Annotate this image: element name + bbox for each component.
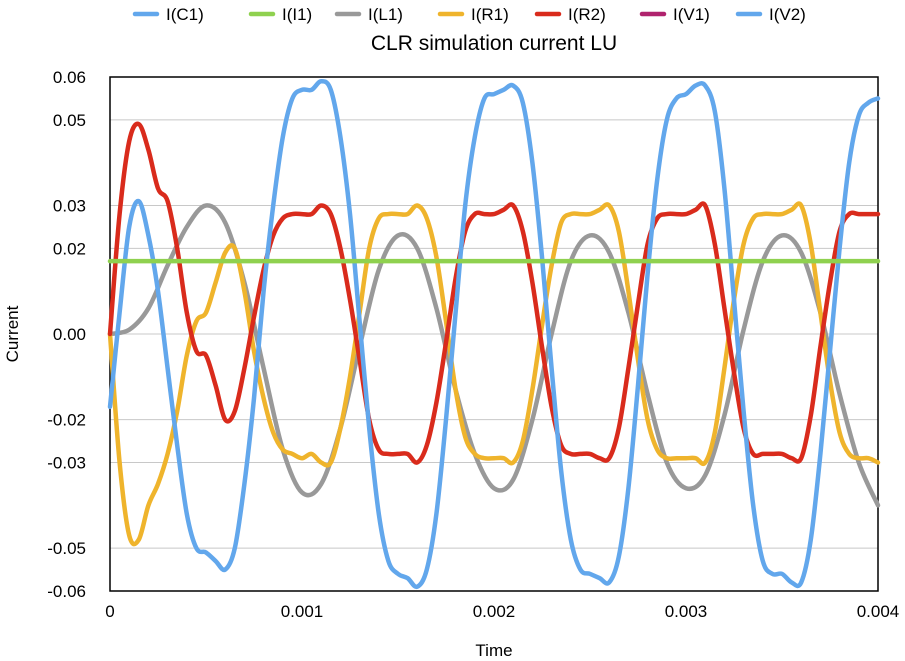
x-tick-label: 0.001 [281,602,324,621]
legend-label-i-v1: I(V1) [673,5,710,24]
series-lines [107,79,881,590]
x-tick-label: 0.002 [473,602,516,621]
series-line-i-c1 [107,79,881,590]
legend-label-i-v2: I(V2) [769,5,806,24]
x-axis-title: Time [475,641,512,660]
legend-label-i-c1: I(C1) [166,5,204,24]
legend-label-i-r1: I(R1) [471,5,509,24]
y-tick-label: 0.02 [53,239,86,258]
y-tick-label: 0.05 [53,111,86,130]
y-tick-label: -0.03 [47,454,86,473]
y-axis-title: Current [3,305,22,362]
y-tick-label: 0.06 [53,68,86,87]
y-tick-label: -0.06 [47,582,86,601]
chart-title: CLR simulation current LU [371,32,617,55]
grid-lines [110,76,878,592]
x-tick-label: 0.003 [665,602,708,621]
x-tick-label: 0 [105,602,114,621]
y-tick-label: -0.02 [47,411,86,430]
y-tick-labels: 0.06 0.05 0.03 0.02 0.00 -0.02 -0.03 -0.05 -0.06 [47,68,86,601]
series-line-i-r1 [107,201,881,547]
legend: I(C1) I(I1) I(L1) I(R1) I(R2) I(V1) I(V2) [132,5,806,24]
legend-label-i-r2: I(R2) [568,5,606,24]
x-tick-labels: 0 0.001 0.002 0.003 0.004 [105,602,899,621]
y-tick-label: 0.03 [53,197,86,216]
y-tick-label: 0.00 [53,325,86,344]
y-tick-label: -0.05 [47,539,86,558]
legend-label-i-i1: I(I1) [282,5,312,24]
legend-label-i-l1: I(L1) [368,5,403,24]
series-line-i-r2 [107,121,881,465]
x-tick-label: 0.004 [857,602,900,621]
